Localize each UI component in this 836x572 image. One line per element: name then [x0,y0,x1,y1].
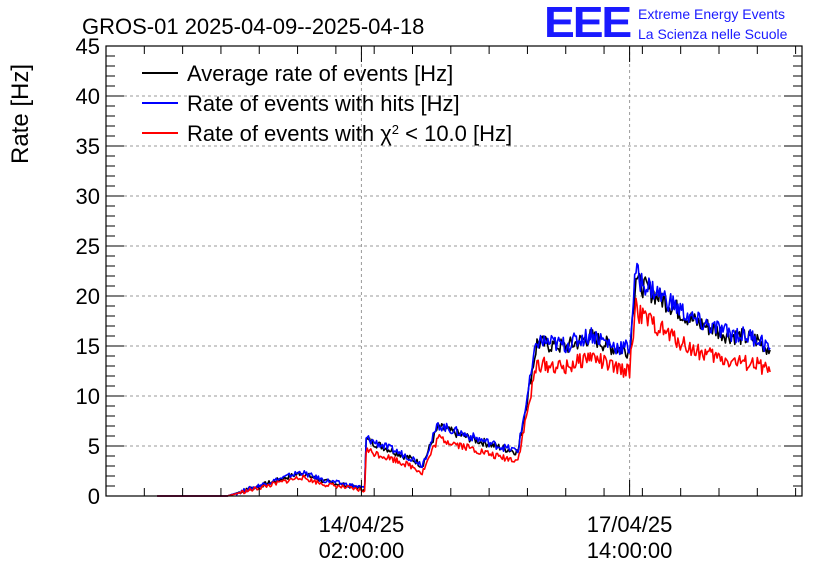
legend-label: Rate of events with hits [Hz] [187,91,460,116]
eee-logo-mark: EEE [544,0,632,47]
series-3 [157,297,771,497]
x-tick-label-time: 14:00:00 [587,538,673,563]
series-2 [157,262,771,497]
series-line [157,262,771,497]
chart-title: GROS-01 2025-04-09--2025-04-18 [82,14,424,39]
eee-logo: EEE Extreme Energy Events La Scienza nel… [544,0,834,47]
y-tick-label: 35 [76,134,100,159]
y-tick-label: 15 [76,334,100,359]
x-tick-label-date: 17/04/25 [587,512,673,537]
eee-logo-line2: La Scienza nelle Scuole [638,26,788,42]
y-tick-label: 0 [88,484,100,509]
y-tick-label: 25 [76,234,100,259]
y-axis-label: Rate [Hz] [7,64,34,164]
y-tick-label: 45 [76,34,100,59]
x-tick-label-time: 02:00:00 [319,538,405,563]
y-tick-label: 30 [76,184,100,209]
series-layer [157,262,771,497]
eee-logo-line1: Extreme Energy Events [638,6,786,22]
series-line [157,297,771,497]
y-tick-label: 40 [76,84,100,109]
y-tick-label: 10 [76,384,100,409]
legend-label: Average rate of events [Hz] [187,61,453,86]
y-tick-label: 20 [76,284,100,309]
legend: Average rate of events [Hz] Rate of event… [142,61,512,146]
grid-lines [106,46,802,496]
plot-frame [105,45,803,497]
y-tick-label: 5 [88,434,100,459]
legend-label: Rate of events with χ2 < 10.0 [Hz] [187,121,512,146]
x-tick-label-date: 14/04/25 [319,512,405,537]
